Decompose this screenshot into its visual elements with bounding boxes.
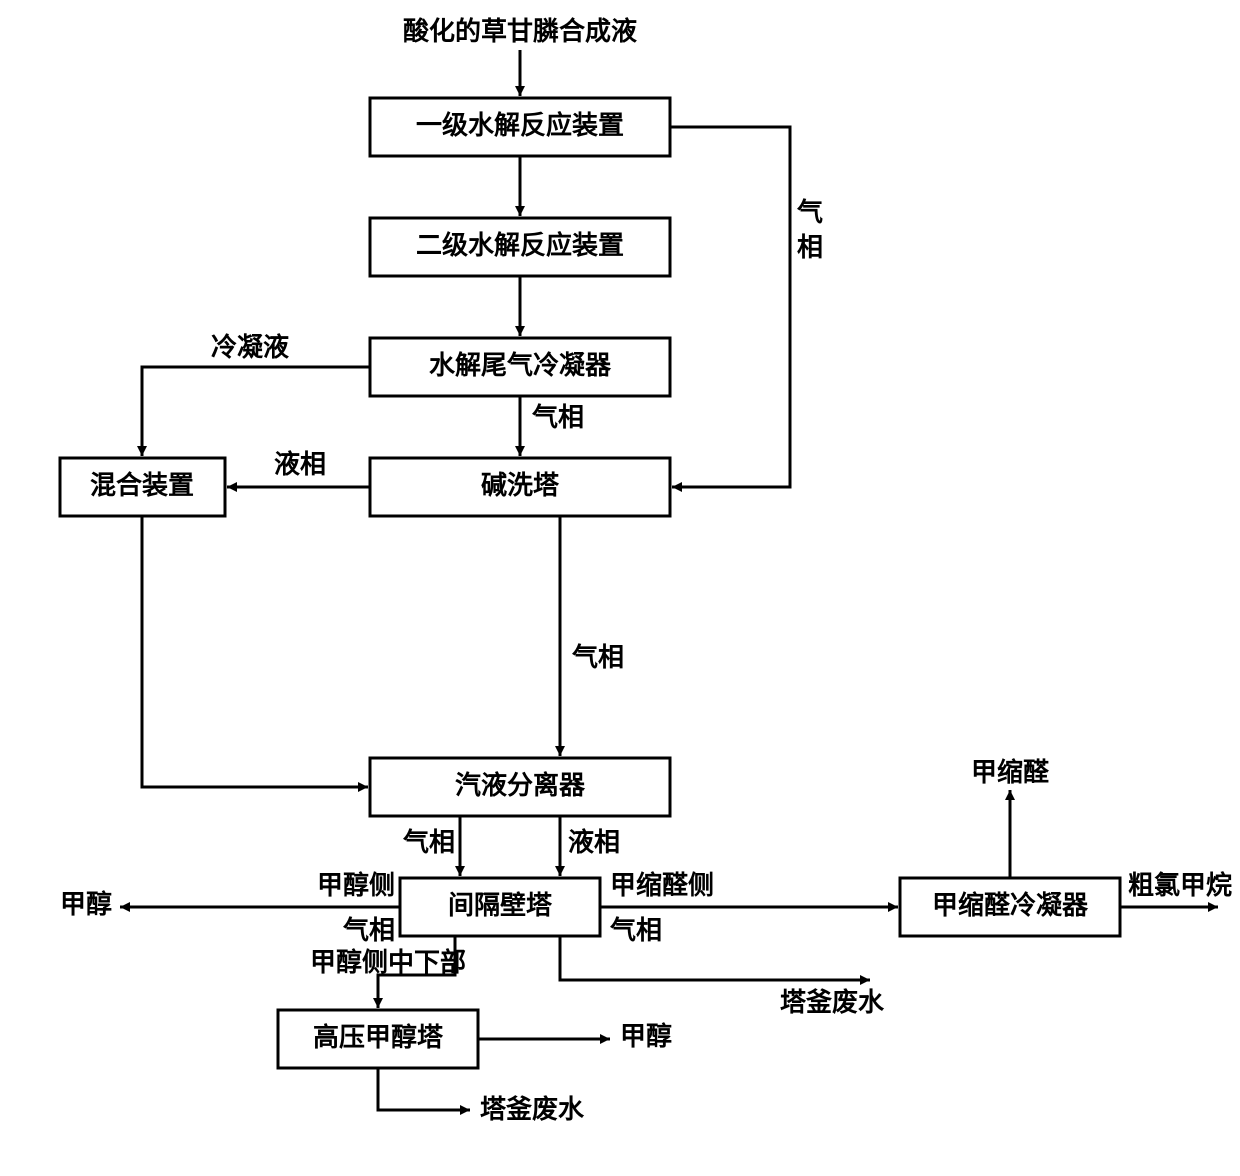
node-mixer-label: 混合装置 <box>90 470 194 500</box>
node-dividing-wall-column-label: 间隔壁塔 <box>448 890 553 920</box>
node-methylal-condenser-label: 甲缩醛冷凝器 <box>932 890 1089 920</box>
node-hydrolysis-1-label: 一级水解反应装置 <box>416 110 624 140</box>
node-alkali-wash-tower-label: 碱洗塔 <box>481 471 560 500</box>
label-gas-vertical-1: 气 <box>796 197 823 227</box>
label-me-gas: 气相 <box>342 915 395 945</box>
label-sep-liq: 液相 <box>568 828 620 857</box>
label-me-mid: 甲醇侧中下部 <box>310 947 466 977</box>
label-methanol-left: 甲醇 <box>60 889 112 919</box>
node-hydrolysis-2: 二级水解反应装置 <box>370 218 670 276</box>
label-condensate: 冷凝液 <box>211 332 289 362</box>
label-methylal-out: 甲缩醛 <box>971 757 1050 787</box>
node-tail-gas-condenser-label: 水解尾气冷凝器 <box>429 350 612 380</box>
node-methylal-condenser: 甲缩醛冷凝器 <box>900 878 1120 936</box>
label-ac-gas: 气相 <box>609 915 662 945</box>
label-crude-chloromethane: 粗氯甲烷 <box>1128 870 1232 900</box>
label-me-side: 甲醇侧 <box>317 870 395 900</box>
label-n3-to-n4-gas: 气相 <box>531 402 584 432</box>
edge-n1-gas-to-n4 <box>670 127 790 487</box>
label-methanol-right: 甲醇 <box>620 1021 672 1051</box>
node-hp-methanol-column: 高压甲醇塔 <box>278 1010 478 1068</box>
edge-n3-cond-to-mix <box>142 367 370 456</box>
edge-mix-to-sep <box>142 516 368 787</box>
flowchart-canvas: 酸化的草甘膦合成液 一级水解反应装置 二级水解反应装置 水解尾气冷凝器 碱洗塔 … <box>0 0 1240 1176</box>
node-hydrolysis-2-label: 二级水解反应装置 <box>416 230 624 260</box>
label-n4-liq: 液相 <box>274 450 326 479</box>
input-label: 酸化的草甘膦合成液 <box>403 16 637 46</box>
node-dividing-wall-column: 间隔壁塔 <box>400 878 600 936</box>
edge-hpme-waste <box>378 1068 470 1110</box>
node-mixer: 混合装置 <box>60 458 225 516</box>
node-hp-methanol-column-label: 高压甲醇塔 <box>313 1022 444 1052</box>
node-vapor-liquid-separator: 汽液分离器 <box>370 758 670 816</box>
label-ac-side: 甲缩醛侧 <box>610 870 714 900</box>
node-tail-gas-condenser: 水解尾气冷凝器 <box>370 338 670 396</box>
label-waste-2: 塔釜废水 <box>480 1094 585 1124</box>
label-gas-vertical-2: 相 <box>797 233 823 262</box>
node-hydrolysis-1: 一级水解反应装置 <box>370 98 670 156</box>
label-n4-gas: 气相 <box>571 642 624 672</box>
label-waste-1: 塔釜废水 <box>780 987 885 1017</box>
edge-dwc-waste <box>560 936 870 980</box>
node-vapor-liquid-separator-label: 汽液分离器 <box>455 770 586 800</box>
label-sep-gas: 气相 <box>402 827 455 857</box>
node-alkali-wash-tower: 碱洗塔 <box>370 458 670 516</box>
